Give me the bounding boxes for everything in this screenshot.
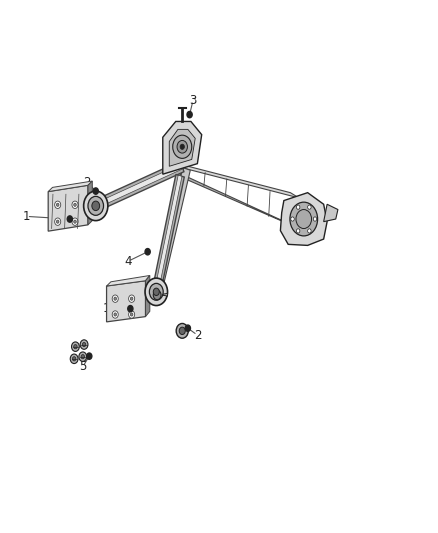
Circle shape xyxy=(72,357,76,361)
Circle shape xyxy=(145,278,168,305)
Circle shape xyxy=(296,209,311,229)
Text: 3: 3 xyxy=(189,94,197,107)
Circle shape xyxy=(81,354,85,359)
Circle shape xyxy=(187,111,192,118)
Circle shape xyxy=(179,327,185,335)
Circle shape xyxy=(72,218,78,225)
Circle shape xyxy=(129,311,134,318)
Circle shape xyxy=(145,248,150,255)
Circle shape xyxy=(72,201,78,208)
Circle shape xyxy=(87,353,92,359)
Polygon shape xyxy=(95,164,183,208)
Circle shape xyxy=(92,201,100,211)
Polygon shape xyxy=(48,185,88,231)
Circle shape xyxy=(57,220,59,223)
Polygon shape xyxy=(169,130,195,166)
Circle shape xyxy=(307,229,311,233)
Circle shape xyxy=(74,344,77,349)
Circle shape xyxy=(55,201,61,208)
Circle shape xyxy=(297,229,300,233)
Circle shape xyxy=(131,297,133,300)
Polygon shape xyxy=(48,181,92,191)
Circle shape xyxy=(153,288,159,295)
Circle shape xyxy=(307,205,311,209)
Circle shape xyxy=(173,135,192,158)
Circle shape xyxy=(70,354,78,364)
Circle shape xyxy=(129,295,134,302)
Circle shape xyxy=(74,220,76,223)
Circle shape xyxy=(74,203,76,206)
Circle shape xyxy=(291,217,294,221)
Polygon shape xyxy=(94,161,184,211)
Circle shape xyxy=(114,297,117,300)
Circle shape xyxy=(297,205,300,209)
Circle shape xyxy=(112,295,118,302)
Polygon shape xyxy=(161,293,168,296)
Circle shape xyxy=(79,352,87,361)
Circle shape xyxy=(88,196,103,215)
Circle shape xyxy=(131,313,133,316)
Circle shape xyxy=(313,217,317,221)
Text: 2: 2 xyxy=(194,328,201,342)
Polygon shape xyxy=(152,174,184,293)
Circle shape xyxy=(82,342,86,346)
Polygon shape xyxy=(178,164,299,198)
Circle shape xyxy=(112,311,118,318)
Circle shape xyxy=(177,140,187,153)
Circle shape xyxy=(114,313,117,316)
Circle shape xyxy=(71,342,79,351)
Polygon shape xyxy=(155,175,182,293)
Polygon shape xyxy=(145,276,150,317)
Circle shape xyxy=(176,324,188,338)
Polygon shape xyxy=(88,181,92,225)
Text: 4: 4 xyxy=(124,255,132,268)
Polygon shape xyxy=(106,281,145,322)
Polygon shape xyxy=(178,173,299,229)
Polygon shape xyxy=(155,167,190,290)
Polygon shape xyxy=(106,276,150,286)
Polygon shape xyxy=(324,204,338,222)
Circle shape xyxy=(57,203,59,206)
Circle shape xyxy=(93,188,99,194)
Circle shape xyxy=(84,191,108,221)
Text: 1: 1 xyxy=(23,210,30,223)
Circle shape xyxy=(149,284,163,300)
Circle shape xyxy=(55,218,61,225)
Circle shape xyxy=(153,290,161,300)
Circle shape xyxy=(80,340,88,349)
Circle shape xyxy=(128,305,133,312)
Circle shape xyxy=(180,144,184,149)
Text: 1: 1 xyxy=(103,302,110,315)
Polygon shape xyxy=(163,122,202,174)
Text: 5: 5 xyxy=(79,360,86,373)
Circle shape xyxy=(290,202,318,236)
Circle shape xyxy=(67,216,72,222)
Polygon shape xyxy=(280,192,327,245)
Text: 2: 2 xyxy=(83,175,91,189)
Circle shape xyxy=(185,325,191,332)
